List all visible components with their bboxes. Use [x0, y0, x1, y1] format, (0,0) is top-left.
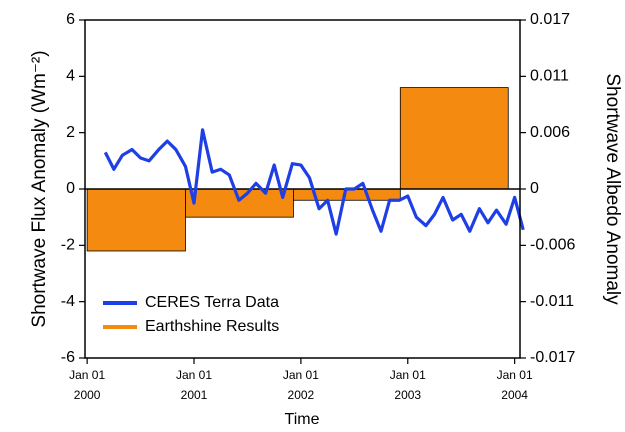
legend-label: CERES Terra Data [145, 294, 279, 311]
y-tick-label: -4 [61, 293, 75, 310]
y2-tick-label: 0 [530, 180, 539, 197]
y2-tick-label: 0.017 [530, 11, 570, 28]
x-axis-label: Time [285, 411, 320, 428]
bar [86, 188, 186, 252]
y2-tick-label: -0.006 [530, 237, 575, 254]
y-axis-label: Shortwave Flux Anomaly (Wm⁻²) [29, 50, 50, 327]
y-tick-label: 4 [66, 68, 75, 85]
y2-axis-label: Shortwave Albedo Anomaly [602, 73, 623, 305]
y2-tick-label: 0.006 [530, 124, 570, 141]
bar [185, 188, 294, 218]
bar [399, 87, 509, 190]
x-tick-label: Jan 01 2002 [282, 368, 319, 402]
y-tick-label: 2 [66, 124, 75, 141]
x-tick-label: Jan 01 2001 [176, 368, 213, 402]
y2-tick-label: -0.011 [530, 293, 574, 310]
y2-tick-label: -0.017 [530, 349, 575, 366]
y-tick-label: 0 [66, 180, 75, 197]
y-tick-label: -2 [61, 237, 75, 254]
y-tick-label: 6 [66, 11, 75, 28]
data-line [103, 128, 525, 236]
y2-tick-label: 0.011 [530, 68, 569, 85]
x-tick-label: Jan 01 2003 [389, 368, 426, 402]
x-tick-label: Jan 01 2000 [69, 368, 106, 402]
legend-label: Earthshine Results [145, 318, 279, 335]
x-tick-label: Jan 01 2004 [496, 368, 533, 402]
y-tick-label: -6 [61, 349, 75, 366]
